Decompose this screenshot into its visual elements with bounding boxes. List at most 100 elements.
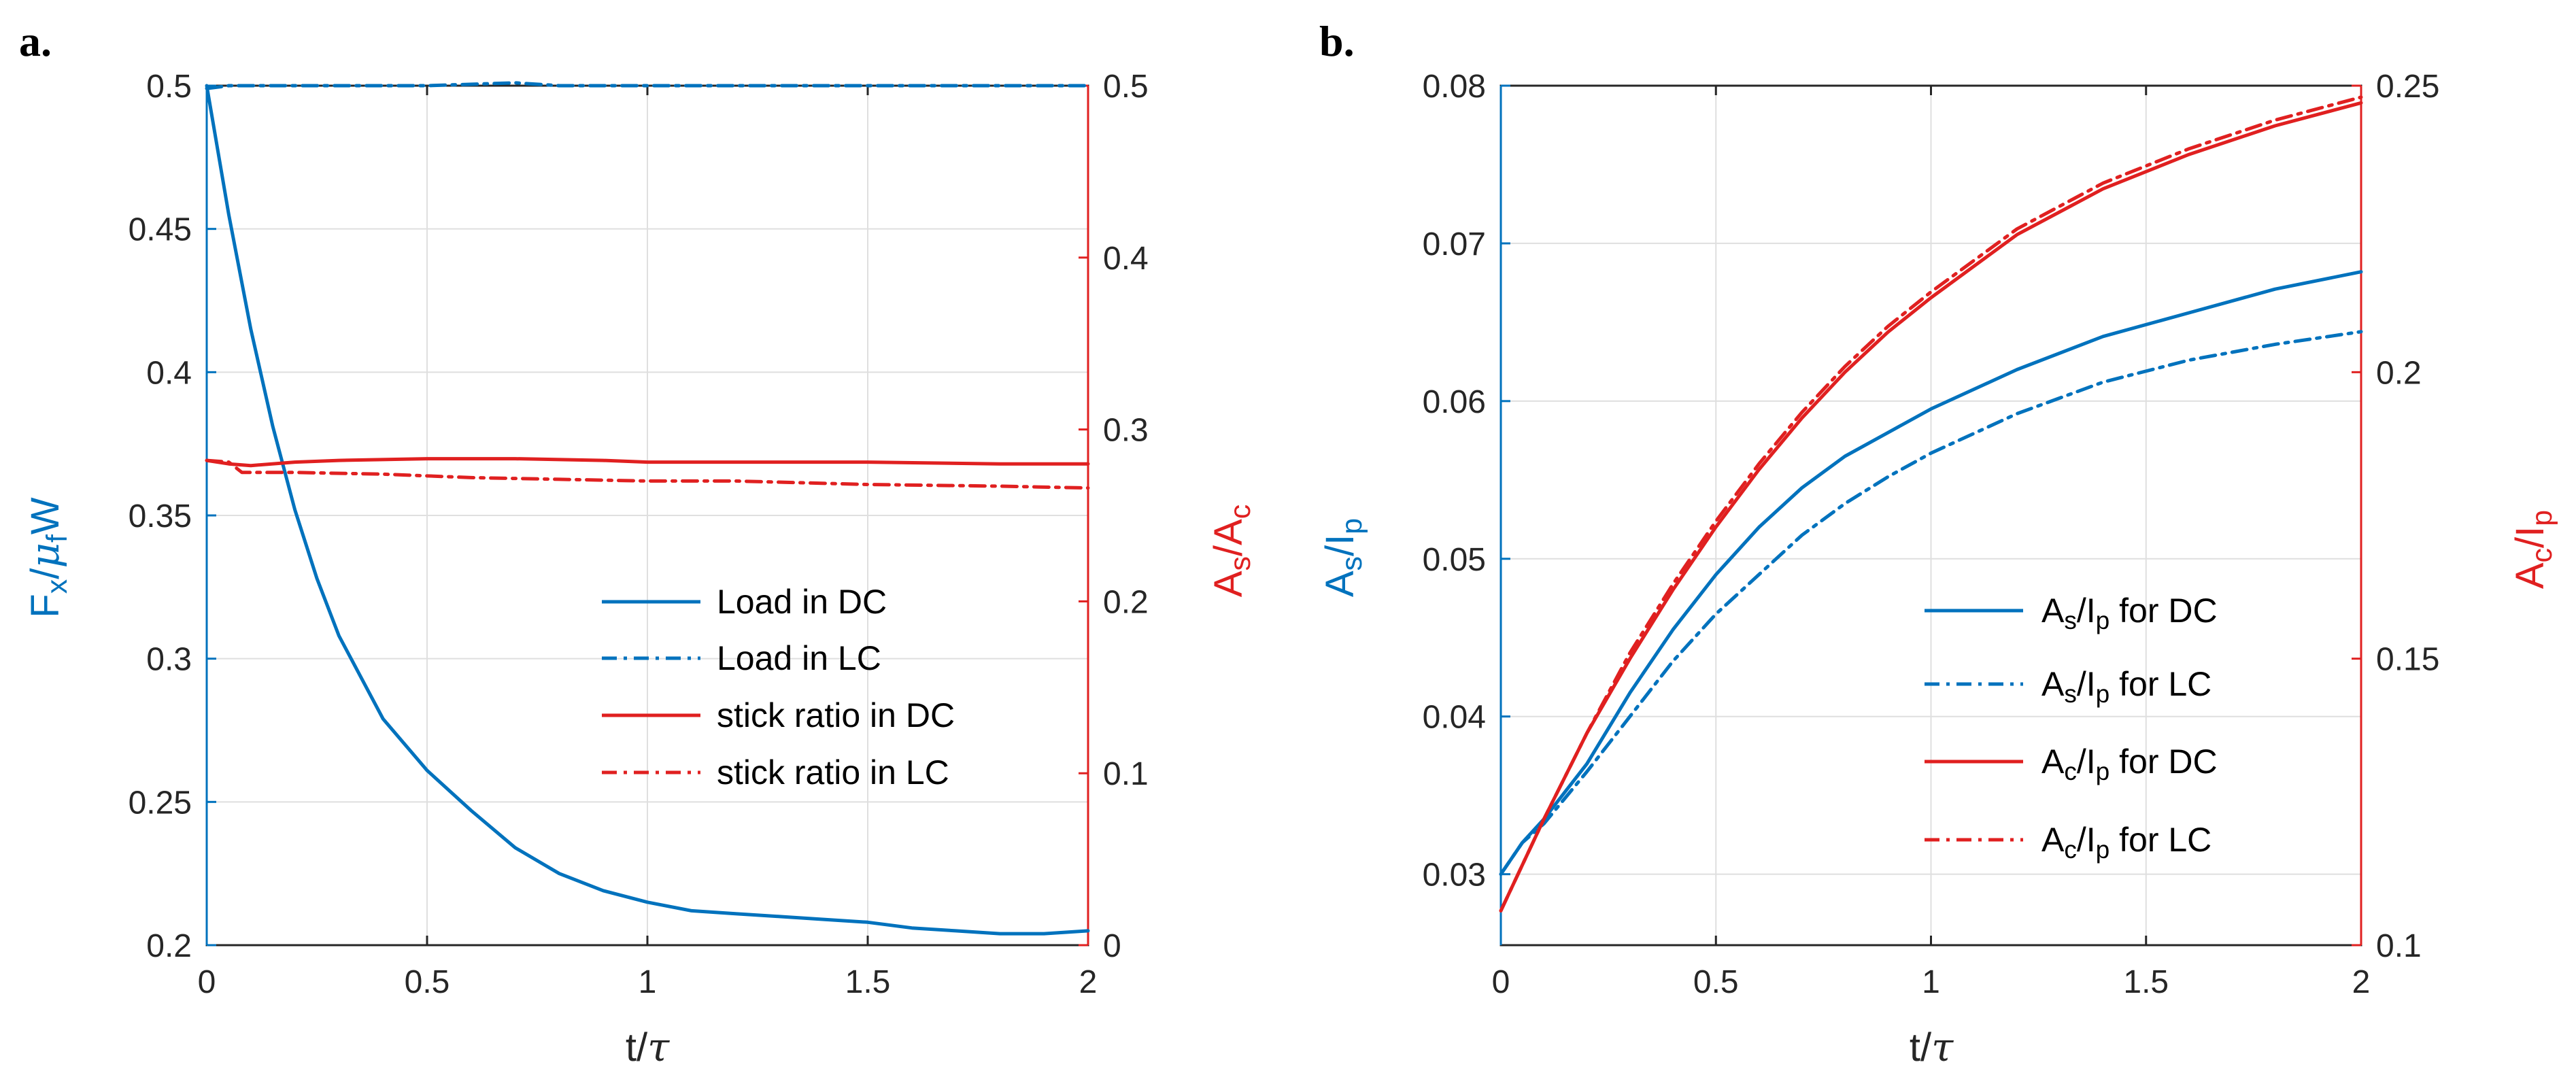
panel-label: a.: [19, 17, 52, 65]
legend-entry: Ac/Ip for LC: [2041, 821, 2211, 864]
legend-entry: stick ratio in DC: [717, 696, 955, 734]
x-tick-label: 0: [198, 964, 216, 1000]
y-left-tick-label: 0.45: [129, 212, 192, 248]
y-right-tick-label: 0: [1103, 928, 1121, 964]
x-axis-label-greek: τ: [1931, 1024, 1954, 1070]
x-axis-label-base: t/: [626, 1025, 648, 1070]
series-line-load-in-lc: [205, 81, 1090, 90]
y-right-label-part: /A: [1206, 519, 1251, 556]
legend-text-sub: c: [2064, 836, 2077, 864]
y-left-label-part: A: [1318, 570, 1362, 597]
legend-text-sub: s: [2064, 680, 2077, 708]
series-line-stick-ratio-in-lc: [205, 458, 1090, 490]
legend-text-part: A: [2041, 665, 2065, 703]
y-left-label-sub: f: [41, 534, 73, 543]
x-tick-label: 1.5: [845, 964, 891, 1000]
legend-text-part: A: [2041, 592, 2065, 630]
legend-text-sub: s: [2064, 607, 2077, 634]
y-left-label-part: /I: [1318, 534, 1362, 556]
legend-text-part: for LC: [2109, 821, 2211, 859]
legend-text-part: /I: [2077, 821, 2096, 859]
x-tick-label: 1: [1922, 964, 1940, 1000]
x-tick-label: 0.5: [1693, 964, 1739, 1000]
x-tick-label: 1: [639, 964, 657, 1000]
legend-entry: As/Ip for LC: [2041, 665, 2211, 708]
legend-text-part: /I: [2077, 665, 2096, 703]
y-left-tick-label: 0.08: [1423, 69, 1486, 105]
y-right-tick-label: 0.1: [1103, 756, 1149, 792]
legend-text-sub: p: [2096, 836, 2110, 864]
y-right-tick-label: 0.5: [1103, 69, 1149, 105]
y-right-tick-label: 0.2: [2376, 355, 2422, 391]
legend-text-part: for LC: [2109, 665, 2211, 703]
legend-entry: Load in DC: [717, 583, 887, 621]
y-left-tick-label: 0.03: [1423, 857, 1486, 893]
legend-text-part: for DC: [2109, 743, 2217, 781]
y-left-tick-label: 0.3: [146, 642, 192, 678]
y-left-axis-label: As/Ip: [1318, 518, 1368, 597]
y-right-label-sub: c: [2526, 548, 2558, 562]
legend-text-part: /I: [2077, 592, 2096, 630]
chart-panel-b: 0 0.5 1 1.5 2 0.03 0.04 0.05 0.06 0.07 0.08 0.1 0.15…: [1318, 17, 2558, 1070]
y-left-label-sub: x: [41, 579, 73, 594]
legend-entry: Ac/Ip for DC: [2041, 743, 2218, 785]
y-right-label-part: A: [1206, 570, 1251, 597]
series-line-load-in-dc: [205, 84, 1090, 936]
y-left-label-sub: p: [1336, 518, 1368, 534]
x-tick-label: 2: [2352, 964, 2371, 1000]
y-right-axis-label: Ac/Ip: [2508, 510, 2558, 589]
y-left-label-part: /: [23, 568, 67, 579]
y-left-label-part: W: [23, 497, 67, 534]
x-tick-label: 0.5: [405, 964, 450, 1000]
y-left-label-greek: μ: [22, 543, 68, 568]
y-right-tick-label: 0.3: [1103, 413, 1149, 449]
y-right-tick-label: 0.1: [2376, 928, 2422, 964]
legend-entry: Load in LC: [717, 639, 881, 677]
x-axis-label: t/τ: [1910, 1024, 1954, 1070]
y-right-label-sub: c: [1224, 505, 1257, 519]
legend-text-sub: p: [2096, 680, 2110, 708]
series-line-ac-ip-for-lc: [1499, 95, 2363, 913]
y-left-axis-label: Fx/μfW: [22, 497, 73, 618]
y-right-label-sub: s: [1224, 556, 1257, 570]
y-left-label-sub: s: [1336, 556, 1368, 570]
series-line-as-ip-for-dc: [1499, 270, 2363, 876]
legend-text-sub: p: [2096, 607, 2110, 634]
chart-panel-a: 0 0.5 1 1.5 2 0.2 0.25 0.3 0.35 0.4 0.45 0.5 0 0.1 0.2…: [19, 17, 1257, 1070]
x-axis-label: t/τ: [626, 1024, 670, 1070]
x-axis-label-greek: τ: [647, 1024, 670, 1070]
y-right-label-sub: p: [2526, 510, 2558, 526]
legend-entry: As/Ip for DC: [2041, 592, 2218, 634]
series-line-ac-ip-for-dc: [1499, 101, 2363, 913]
y-left-tick-label: 0.04: [1423, 700, 1486, 736]
y-right-tick-label: 0.2: [1103, 584, 1149, 620]
y-left-tick-label: 0.06: [1423, 384, 1486, 420]
y-right-axis-label: As/Ac: [1206, 505, 1257, 597]
y-right-tick-label: 0.25: [2376, 69, 2439, 105]
y-right-label-part: /I: [2508, 526, 2552, 548]
y-right-tick-label: 0.4: [1103, 241, 1149, 277]
y-right-label-part: A: [2508, 562, 2552, 589]
legend-text-part: A: [2041, 821, 2065, 859]
y-left-tick-label: 0.07: [1423, 226, 1486, 262]
y-left-tick-label: 0.05: [1423, 542, 1486, 578]
x-axis-label-base: t/: [1910, 1025, 1932, 1070]
series-line-stick-ratio-in-dc: [205, 457, 1090, 468]
legend-text-part: for DC: [2109, 592, 2217, 630]
y-left-tick-label: 0.2: [146, 928, 192, 964]
y-left-tick-label: 0.35: [129, 498, 192, 534]
legend-entry: stick ratio in LC: [717, 753, 949, 791]
legend-text-sub: p: [2096, 757, 2110, 785]
x-tick-label: 0: [1492, 964, 1510, 1000]
legend-text-part: A: [2041, 743, 2065, 781]
y-left-tick-label: 0.25: [129, 785, 192, 821]
legend-text-sub: c: [2064, 757, 2077, 785]
y-right-tick-label: 0.15: [2376, 642, 2439, 678]
panel-label: b.: [1319, 17, 1355, 65]
y-left-tick-label: 0.5: [146, 69, 192, 105]
y-left-label-part: F: [23, 594, 67, 617]
y-left-tick-label: 0.4: [146, 355, 192, 391]
legend-text-part: /I: [2077, 743, 2096, 781]
x-tick-label: 2: [1079, 964, 1098, 1000]
